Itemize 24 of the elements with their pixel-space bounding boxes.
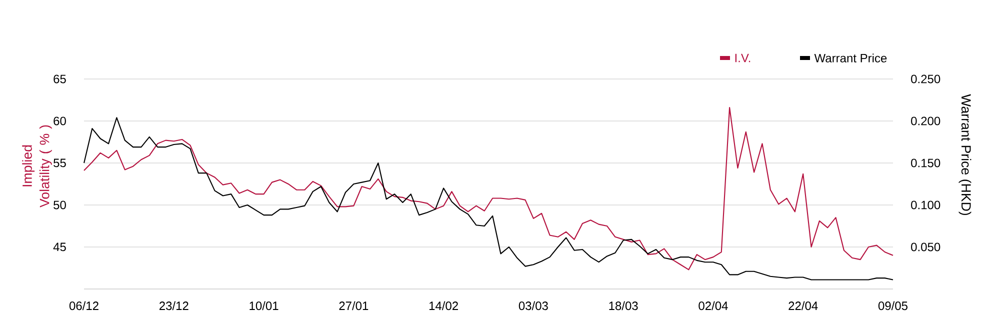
y-tick-label: 50: [54, 200, 66, 210]
x-tick-label: 27/01: [339, 301, 368, 310]
x-tick-label: 10/01: [250, 301, 278, 310]
x-tick-label: 18/03: [609, 301, 638, 310]
legend-label: I.V.: [735, 54, 750, 62]
x-tick-label: 02/04: [698, 301, 728, 310]
y-axis-title: Implied Volatility ( % ): [22, 125, 52, 208]
y-tick-label: 55: [54, 158, 66, 168]
x-tick-label: 03/03: [518, 301, 548, 310]
y2-axis-title: Warrant Price (HKD): [958, 94, 972, 216]
y2-tick-label: 0.100: [911, 200, 940, 210]
y2-tick-label: 0.200: [911, 116, 940, 126]
y-tick-label: 60: [54, 116, 66, 126]
y2-tick-label: 0.150: [911, 158, 940, 168]
y2-tick-label: 0.050: [911, 242, 940, 252]
y2-tick-label: 0.250: [911, 74, 940, 84]
y-tick-label: 65: [54, 74, 66, 84]
x-tick-label: 22/04: [788, 301, 818, 310]
x-tick-label: 09/05: [878, 301, 908, 310]
legend-label: Warrant Price: [814, 54, 887, 62]
x-tick-label: 06/12: [69, 301, 98, 310]
x-tick-label: 14/02: [429, 301, 458, 310]
x-tick-label: 23/12: [159, 301, 188, 310]
y-tick-label: 45: [53, 242, 66, 252]
